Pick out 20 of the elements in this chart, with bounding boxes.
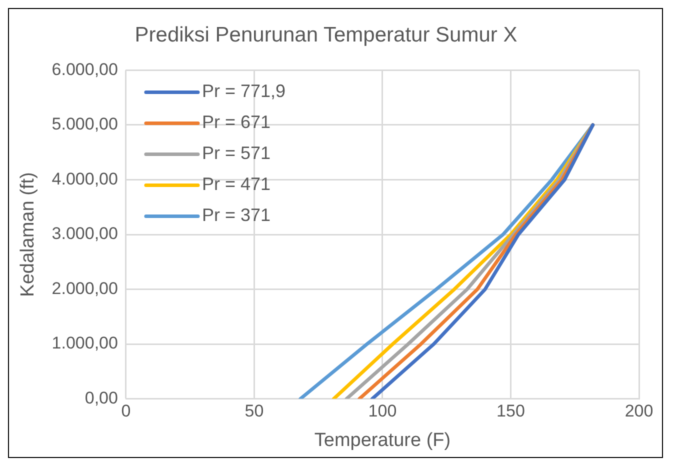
legend-label: Pr = 571: [202, 143, 271, 164]
x-tick-label: 0: [121, 402, 131, 421]
legend-label: Pr = 371: [202, 205, 271, 226]
y-tick-label: 0,00: [84, 388, 118, 408]
chart-title: Prediksi Penurunan Temperatur Sumur X: [134, 23, 518, 46]
y-tick-label: 5.000,00: [52, 114, 118, 134]
legend-label: Pr = 771,9: [202, 81, 286, 102]
y-tick-label: 1.000,00: [52, 334, 118, 353]
x-axis-title: Temperature (F): [314, 430, 451, 451]
y-tick-label: 3.000,00: [52, 224, 118, 244]
x-tick-label: 200: [624, 402, 654, 421]
y-tick-label: 2.000,00: [52, 278, 118, 298]
x-tick-label: 50: [244, 402, 264, 421]
x-tick-label: 100: [368, 402, 397, 421]
x-tick-label: 150: [496, 402, 525, 421]
legend-label: Pr = 471: [202, 174, 271, 194]
legend-label: Pr = 671: [202, 112, 271, 132]
y-tick-label: 4.000,00: [52, 169, 118, 188]
y-tick-label: 6.000,00: [52, 60, 118, 79]
y-axis-title: Kedalaman (ft): [18, 172, 39, 297]
